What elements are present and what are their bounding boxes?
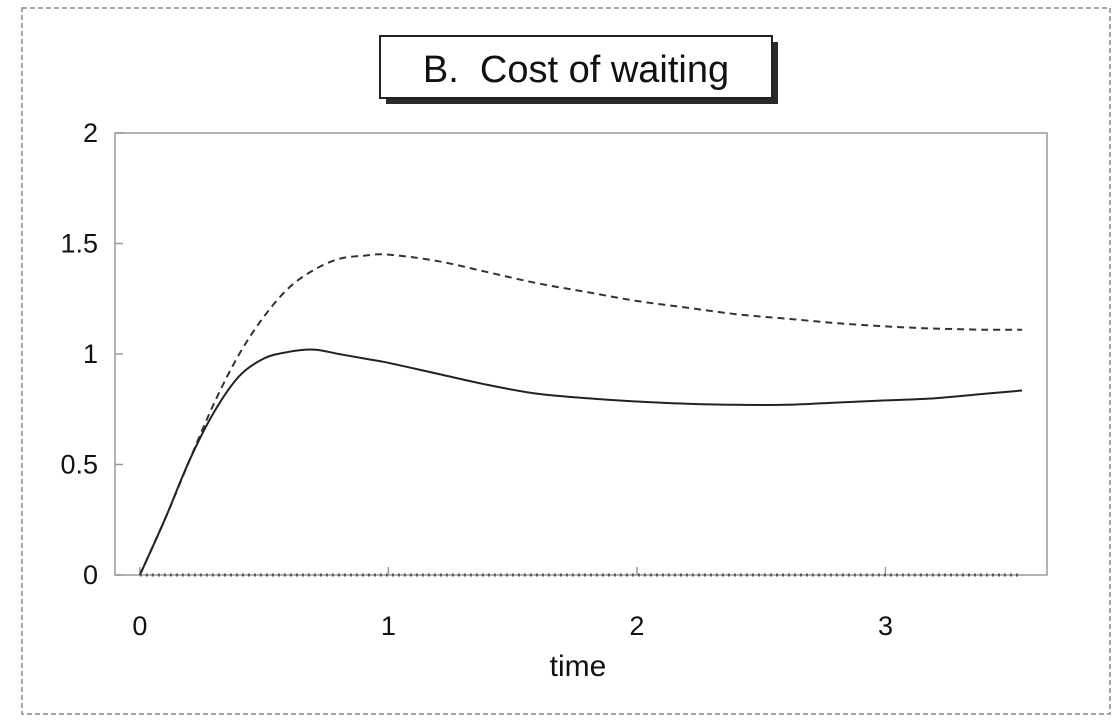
x-tick-label: 3 <box>878 611 893 641</box>
x-tick-label: 1 <box>381 611 396 641</box>
y-tick-label: 1.5 <box>60 229 98 259</box>
chart-title: B. Cost of waiting <box>423 49 729 91</box>
series-line-solid <box>138 348 1023 576</box>
y-tick-label: 0.5 <box>60 450 98 480</box>
x-axis-ticks: 0 1 2 3 <box>132 567 893 641</box>
figure-frame <box>21 7 1111 715</box>
y-tick-label: 1 <box>83 339 98 369</box>
y-axis-ticks: 0 0.5 1 1.5 2 <box>60 118 123 590</box>
x-axis-label: time <box>550 650 607 683</box>
title-box <box>379 35 773 99</box>
y-tick-label: 0 <box>83 560 98 590</box>
y-tick-label: 2 <box>83 118 98 148</box>
series-layer <box>138 253 1023 577</box>
x-tick-label: 2 <box>629 611 644 641</box>
x-tick-label: 0 <box>132 611 147 641</box>
series-line-dashed <box>138 253 1023 576</box>
